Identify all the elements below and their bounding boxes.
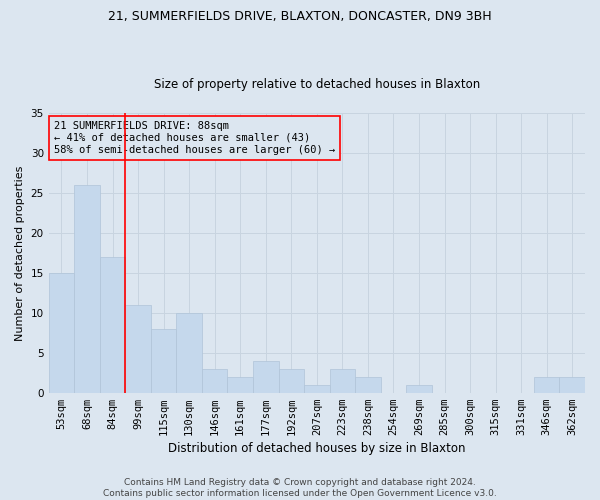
- Text: 21 SUMMERFIELDS DRIVE: 88sqm
← 41% of detached houses are smaller (43)
58% of se: 21 SUMMERFIELDS DRIVE: 88sqm ← 41% of de…: [54, 122, 335, 154]
- Bar: [253, 360, 278, 392]
- Bar: [329, 368, 355, 392]
- Bar: [176, 313, 202, 392]
- Bar: [304, 384, 329, 392]
- Y-axis label: Number of detached properties: Number of detached properties: [15, 165, 25, 340]
- Bar: [278, 368, 304, 392]
- Bar: [125, 305, 151, 392]
- Bar: [559, 376, 585, 392]
- Bar: [74, 185, 100, 392]
- X-axis label: Distribution of detached houses by size in Blaxton: Distribution of detached houses by size …: [168, 442, 466, 455]
- Text: 21, SUMMERFIELDS DRIVE, BLAXTON, DONCASTER, DN9 3BH: 21, SUMMERFIELDS DRIVE, BLAXTON, DONCAST…: [108, 10, 492, 23]
- Bar: [406, 384, 432, 392]
- Bar: [49, 273, 74, 392]
- Bar: [355, 376, 380, 392]
- Bar: [151, 329, 176, 392]
- Bar: [227, 376, 253, 392]
- Bar: [202, 368, 227, 392]
- Title: Size of property relative to detached houses in Blaxton: Size of property relative to detached ho…: [154, 78, 480, 91]
- Bar: [100, 257, 125, 392]
- Bar: [534, 376, 559, 392]
- Text: Contains HM Land Registry data © Crown copyright and database right 2024.
Contai: Contains HM Land Registry data © Crown c…: [103, 478, 497, 498]
